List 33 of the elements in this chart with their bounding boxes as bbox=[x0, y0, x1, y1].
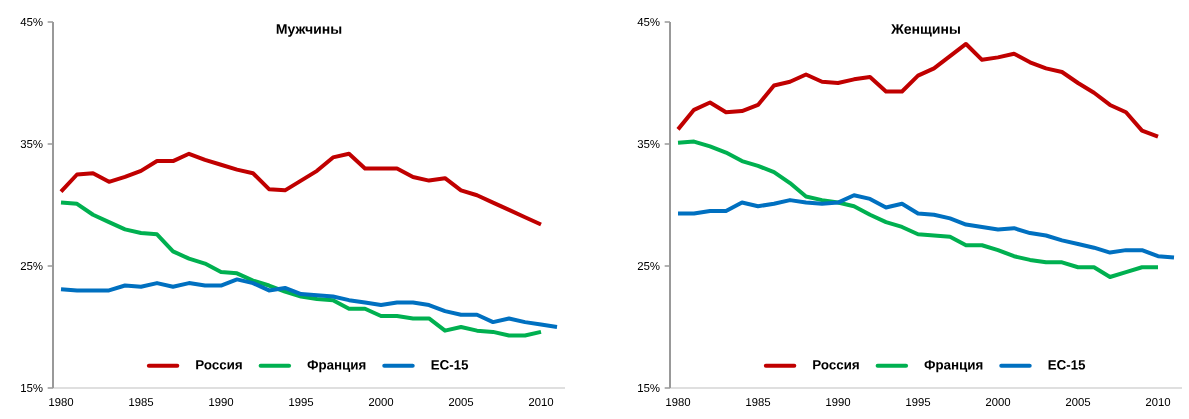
y-tick-label: 25% bbox=[637, 262, 660, 271]
x-tick-label: 1980 bbox=[666, 398, 691, 407]
x-tick-label: 1980 bbox=[49, 398, 74, 407]
x-tick-label: 2010 bbox=[528, 398, 554, 407]
x-tick-label: 2010 bbox=[1145, 398, 1171, 407]
line-series bbox=[59, 200, 544, 338]
x-tick-label: 2000 bbox=[368, 398, 394, 407]
legend-label: Франция bbox=[924, 360, 983, 373]
y-tick-label: 15% bbox=[21, 384, 43, 392]
x-tick-label: 2005 bbox=[1065, 398, 1091, 407]
x-tick-label: 2005 bbox=[448, 398, 474, 407]
line-series bbox=[676, 139, 1161, 279]
x-tick-label: 1985 bbox=[129, 398, 154, 407]
x-tick-label: 1985 bbox=[746, 398, 771, 407]
y-tick-label: 25% bbox=[20, 262, 43, 271]
x-tick-label: 1990 bbox=[826, 398, 851, 407]
x-tick-label: 1995 bbox=[906, 398, 931, 407]
legend-label: ЕС-15 bbox=[431, 360, 469, 370]
x-tick-label: 1990 bbox=[209, 398, 234, 407]
y-tick-label: 35% bbox=[20, 140, 43, 149]
legend-label: ЕС-15 bbox=[1048, 360, 1086, 370]
y-tick-label: 35% bbox=[637, 140, 660, 149]
chart-title: Мужчины bbox=[276, 24, 342, 37]
y-tick-label: 15% bbox=[638, 384, 660, 392]
legend-label: Франция bbox=[307, 360, 366, 373]
y-tick-label: 45% bbox=[637, 18, 660, 26]
x-tick-label: 2000 bbox=[985, 398, 1011, 407]
legend-label: Россия bbox=[196, 360, 242, 370]
chart-title: Женщины bbox=[891, 24, 960, 37]
legend-label: Россия bbox=[813, 360, 859, 370]
line-series bbox=[676, 41, 1161, 139]
y-tick-label: 45% bbox=[20, 18, 43, 26]
x-tick-label: 1995 bbox=[289, 398, 314, 407]
